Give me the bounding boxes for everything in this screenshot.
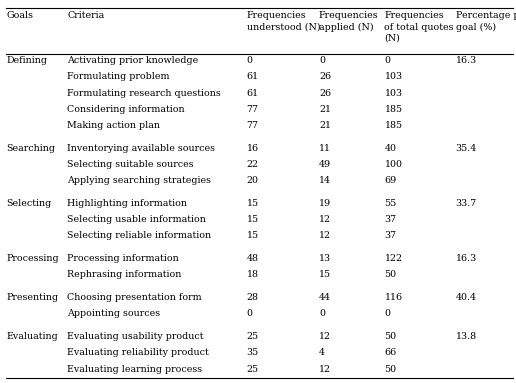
Text: 35.4: 35.4	[456, 144, 477, 153]
Text: Evaluating learning process: Evaluating learning process	[67, 365, 202, 373]
Text: Appointing sources: Appointing sources	[67, 309, 160, 318]
Text: Rephrasing information: Rephrasing information	[67, 270, 182, 280]
Text: 16.3: 16.3	[456, 56, 477, 65]
Text: 40.4: 40.4	[456, 293, 477, 302]
Text: 55: 55	[384, 199, 397, 208]
Text: Percentage per
goal (%): Percentage per goal (%)	[456, 11, 516, 32]
Text: 22: 22	[247, 160, 259, 169]
Text: 77: 77	[247, 105, 259, 114]
Text: Goals: Goals	[6, 11, 33, 20]
Text: 61: 61	[247, 72, 259, 81]
Text: Frequencies
understood (N): Frequencies understood (N)	[247, 11, 320, 31]
Text: Presenting: Presenting	[6, 293, 58, 302]
Text: 61: 61	[247, 88, 259, 98]
Text: 185: 185	[384, 105, 402, 114]
Text: 44: 44	[319, 293, 331, 302]
Text: 12: 12	[319, 332, 331, 341]
Text: Processing: Processing	[6, 254, 59, 263]
Text: 21: 21	[319, 121, 331, 130]
Text: 66: 66	[384, 349, 397, 357]
Text: Selecting usable information: Selecting usable information	[67, 215, 206, 224]
Text: Evaluating: Evaluating	[6, 332, 58, 341]
Text: 0: 0	[319, 56, 325, 65]
Text: 103: 103	[384, 88, 402, 98]
Text: 69: 69	[384, 176, 397, 185]
Text: 37: 37	[384, 215, 396, 224]
Text: 49: 49	[319, 160, 331, 169]
Text: 12: 12	[319, 365, 331, 373]
Text: 18: 18	[247, 270, 259, 280]
Text: 13.8: 13.8	[456, 332, 477, 341]
Text: 0: 0	[247, 309, 253, 318]
Text: Evaluating reliability product: Evaluating reliability product	[67, 349, 209, 357]
Text: Selecting suitable sources: Selecting suitable sources	[67, 160, 194, 169]
Text: 100: 100	[384, 160, 402, 169]
Text: Evaluating usability product: Evaluating usability product	[67, 332, 204, 341]
Text: 122: 122	[384, 254, 402, 263]
Text: 25: 25	[247, 365, 259, 373]
Text: 35: 35	[247, 349, 259, 357]
Text: 12: 12	[319, 215, 331, 224]
Text: 20: 20	[247, 176, 259, 185]
Text: Processing information: Processing information	[67, 254, 179, 263]
Text: 0: 0	[319, 309, 325, 318]
Text: 185: 185	[384, 121, 402, 130]
Text: 37: 37	[384, 231, 396, 241]
Text: 26: 26	[319, 88, 331, 98]
Text: 50: 50	[384, 365, 396, 373]
Text: Searching: Searching	[6, 144, 55, 153]
Text: 0: 0	[384, 309, 391, 318]
Text: 26: 26	[319, 72, 331, 81]
Text: Frequencies
applied (N): Frequencies applied (N)	[319, 11, 379, 32]
Text: 15: 15	[247, 215, 259, 224]
Text: 116: 116	[384, 293, 402, 302]
Text: Inventorying available sources: Inventorying available sources	[67, 144, 215, 153]
Text: Activating prior knowledge: Activating prior knowledge	[67, 56, 198, 65]
Text: Selecting reliable information: Selecting reliable information	[67, 231, 211, 241]
Text: Making action plan: Making action plan	[67, 121, 160, 130]
Text: 11: 11	[319, 144, 331, 153]
Text: 40: 40	[384, 144, 396, 153]
Text: 16: 16	[247, 144, 259, 153]
Text: Formulating research questions: Formulating research questions	[67, 88, 221, 98]
Text: 25: 25	[247, 332, 259, 341]
Text: 48: 48	[247, 254, 259, 263]
Text: 103: 103	[384, 72, 402, 81]
Text: 13: 13	[319, 254, 331, 263]
Text: 0: 0	[384, 56, 391, 65]
Text: Formulating problem: Formulating problem	[67, 72, 170, 81]
Text: 14: 14	[319, 176, 331, 185]
Text: 28: 28	[247, 293, 259, 302]
Text: 19: 19	[319, 199, 331, 208]
Text: 15: 15	[247, 199, 259, 208]
Text: Frequencies
of total quotes
(N): Frequencies of total quotes (N)	[384, 11, 454, 43]
Text: 4: 4	[319, 349, 325, 357]
Text: 12: 12	[319, 231, 331, 241]
Text: 50: 50	[384, 270, 396, 280]
Text: Defining: Defining	[6, 56, 47, 65]
Text: 50: 50	[384, 332, 396, 341]
Text: Choosing presentation form: Choosing presentation form	[67, 293, 202, 302]
Text: 16.3: 16.3	[456, 254, 477, 263]
Text: 15: 15	[247, 231, 259, 241]
Text: Highlighting information: Highlighting information	[67, 199, 187, 208]
Text: Applying searching strategies: Applying searching strategies	[67, 176, 211, 185]
Text: 0: 0	[247, 56, 253, 65]
Text: Considering information: Considering information	[67, 105, 185, 114]
Text: 21: 21	[319, 105, 331, 114]
Text: 77: 77	[247, 121, 259, 130]
Text: Criteria: Criteria	[67, 11, 104, 20]
Text: 33.7: 33.7	[456, 199, 477, 208]
Text: Selecting: Selecting	[6, 199, 52, 208]
Text: 15: 15	[319, 270, 331, 280]
